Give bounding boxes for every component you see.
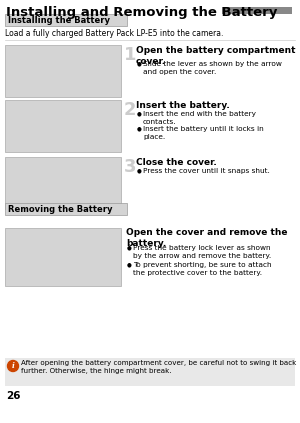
Text: 1: 1: [124, 46, 136, 64]
Text: Press the battery lock lever as shown
by the arrow and remove the battery.: Press the battery lock lever as shown by…: [133, 245, 271, 258]
Bar: [222, 7, 292, 14]
Text: ●: ●: [127, 262, 132, 267]
Text: ●: ●: [137, 126, 142, 131]
Bar: [5, 358, 295, 386]
Text: Open the battery compartment
cover.: Open the battery compartment cover.: [136, 46, 296, 66]
Text: 2: 2: [124, 101, 136, 119]
Text: Installing and Removing the Battery: Installing and Removing the Battery: [6, 6, 278, 19]
Text: Load a fully charged Battery Pack LP-E5 into the camera.: Load a fully charged Battery Pack LP-E5 …: [5, 29, 224, 38]
Bar: [5, 228, 121, 286]
Circle shape: [8, 360, 19, 371]
Text: i: i: [12, 362, 14, 370]
Text: Insert the battery.: Insert the battery.: [136, 101, 230, 110]
Text: Installing the Battery: Installing the Battery: [8, 16, 110, 25]
Text: Insert the end with the battery
contacts.: Insert the end with the battery contacts…: [143, 111, 256, 124]
Text: After opening the battery compartment cover, be careful not to swing it back
fur: After opening the battery compartment co…: [21, 360, 296, 374]
Bar: [5, 203, 127, 215]
Text: Slide the lever as shown by the arrow
and open the cover.: Slide the lever as shown by the arrow an…: [143, 61, 282, 74]
Text: Close the cover.: Close the cover.: [136, 158, 217, 167]
Bar: [5, 45, 121, 97]
Text: ●: ●: [127, 245, 132, 250]
Text: 26: 26: [6, 391, 20, 401]
Text: ●: ●: [137, 61, 142, 66]
Text: 3: 3: [124, 158, 136, 176]
Text: To prevent shorting, be sure to attach
the protective cover to the battery.: To prevent shorting, be sure to attach t…: [133, 262, 272, 275]
Text: ●: ●: [137, 168, 142, 173]
Bar: [5, 100, 121, 152]
Text: Press the cover until it snaps shut.: Press the cover until it snaps shut.: [143, 168, 270, 174]
Bar: [5, 14, 127, 26]
Text: Open the cover and remove the
battery.: Open the cover and remove the battery.: [126, 228, 287, 248]
Text: ●: ●: [137, 111, 142, 116]
Bar: [5, 157, 121, 209]
Text: Insert the battery until it locks in
place.: Insert the battery until it locks in pla…: [143, 126, 264, 140]
Text: Removing the Battery: Removing the Battery: [8, 204, 112, 214]
